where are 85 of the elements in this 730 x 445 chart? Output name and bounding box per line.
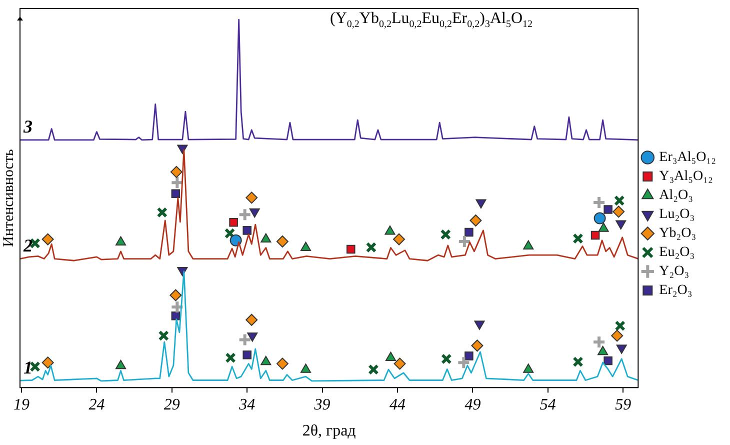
point [225,352,236,364]
point [42,233,54,246]
point [393,233,406,246]
legend-label: Y₃Al₅O₁₂ [659,169,714,184]
x-tick-label: 59 [615,396,632,414]
legend-label: Y₂O₃ [659,264,690,280]
point [158,330,170,342]
point [592,195,606,210]
point [300,364,312,373]
point [116,236,126,246]
point [616,220,626,230]
point [170,300,184,314]
point [260,356,272,366]
point [170,176,184,190]
point [238,332,252,347]
point [572,233,584,244]
point [366,242,377,253]
x-tick-label: 54 [540,396,556,414]
point [598,346,608,356]
point [614,195,625,206]
point [611,330,624,342]
x-tick-label: 19 [14,396,30,414]
point [614,320,626,332]
point [471,340,484,352]
series-label: 1 [24,357,32,378]
point [42,356,54,369]
point [238,208,252,222]
x-tick-label: 49 [464,396,481,414]
point [470,214,482,226]
point [116,360,126,370]
point [170,289,182,302]
x-tick-label: 44 [390,396,406,414]
x-axis-title: 2θ, град [302,422,356,440]
x-tick-label: 39 [313,396,330,414]
x-tick-label: 29 [164,396,180,414]
point [440,229,452,240]
point [523,364,534,373]
point [385,352,396,362]
point [590,230,600,240]
point [242,350,252,360]
x-tick-label: 24 [88,396,105,414]
point [242,226,252,235]
point [229,218,238,227]
legend-label: Lu₂O₃ [659,207,695,222]
point [441,354,452,364]
point [249,208,260,218]
point [346,244,356,254]
point [276,235,288,248]
point [464,228,474,237]
point [456,356,471,370]
point [476,199,486,208]
point [171,189,180,198]
point [177,144,188,154]
point [300,242,312,251]
legend-label: Yb₂O₃ [659,226,696,242]
point [156,207,168,218]
text: (Y$_{0,2}$Yb$_{0,2}$Lu$_{0,2}$Eu$_{0,2}$Er$_{0,2}$)$_{3}$Al$_{5}$O$_{12}$ [330,10,533,30]
point [230,234,242,246]
point [464,352,474,360]
point [246,192,258,204]
point [246,314,258,326]
point [170,166,182,178]
point [592,334,606,349]
point [384,226,396,235]
point [276,358,288,370]
point [224,228,236,239]
point [598,222,609,232]
point [368,364,379,375]
series-label: 3 [22,116,32,137]
point [612,206,625,218]
y-axis-title: Интенсивность [0,148,17,247]
x-tick-label: 34 [238,396,256,414]
point [594,212,606,224]
series-label: 2 [22,235,32,256]
legend-label: Er₃Al₅O₁₂ [659,150,716,166]
legend-label: Er₂O₃ [659,283,692,298]
point [457,234,472,248]
legend-label: Eu₂O₃ [659,245,695,260]
point [604,356,612,366]
point [394,358,406,370]
point [572,356,584,368]
legend-label: Al₂O₃ [659,188,694,204]
point [604,205,612,214]
point [523,240,534,250]
point [260,233,272,243]
